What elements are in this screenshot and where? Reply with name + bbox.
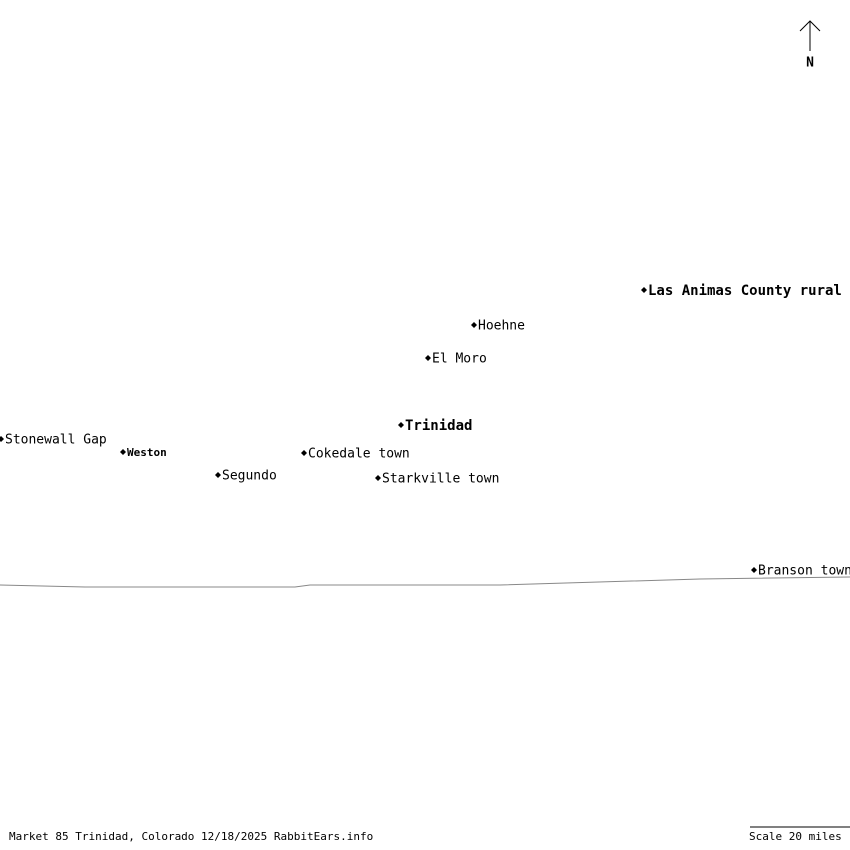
places: Las Animas County rural Hoehne El Moro Trin… [0, 283, 850, 579]
place-marker [0, 436, 4, 442]
place-label: Weston [127, 446, 167, 459]
arrow-head [799, 20, 821, 32]
place-label: Branson town [758, 564, 850, 579]
place-label: Las Animas County rural [648, 283, 842, 299]
place-label: El Moro [432, 352, 487, 367]
place-marker [641, 287, 647, 293]
footer: Market 85 Trinidad, Colorado 12/18/2025 … [9, 830, 373, 843]
place-marker [471, 322, 477, 328]
north-arrow: N [799, 20, 821, 71]
place-label: Segundo [222, 469, 277, 484]
place-label: Starkville town [382, 472, 499, 487]
place-marker [425, 355, 431, 361]
state-line [0, 576, 850, 588]
place-marker [375, 475, 381, 481]
north-label: N [806, 56, 814, 71]
place-marker [301, 450, 307, 456]
place-label: Stonewall Gap [5, 433, 107, 448]
place-marker [751, 567, 757, 573]
place-marker [215, 472, 221, 478]
place-label: Trinidad [405, 418, 472, 434]
place-marker [398, 422, 404, 428]
place-label: Cokedale town [308, 447, 410, 462]
place-marker [120, 449, 126, 455]
scale-label: Scale 20 miles [749, 830, 842, 843]
place-label: Hoehne [478, 319, 525, 334]
